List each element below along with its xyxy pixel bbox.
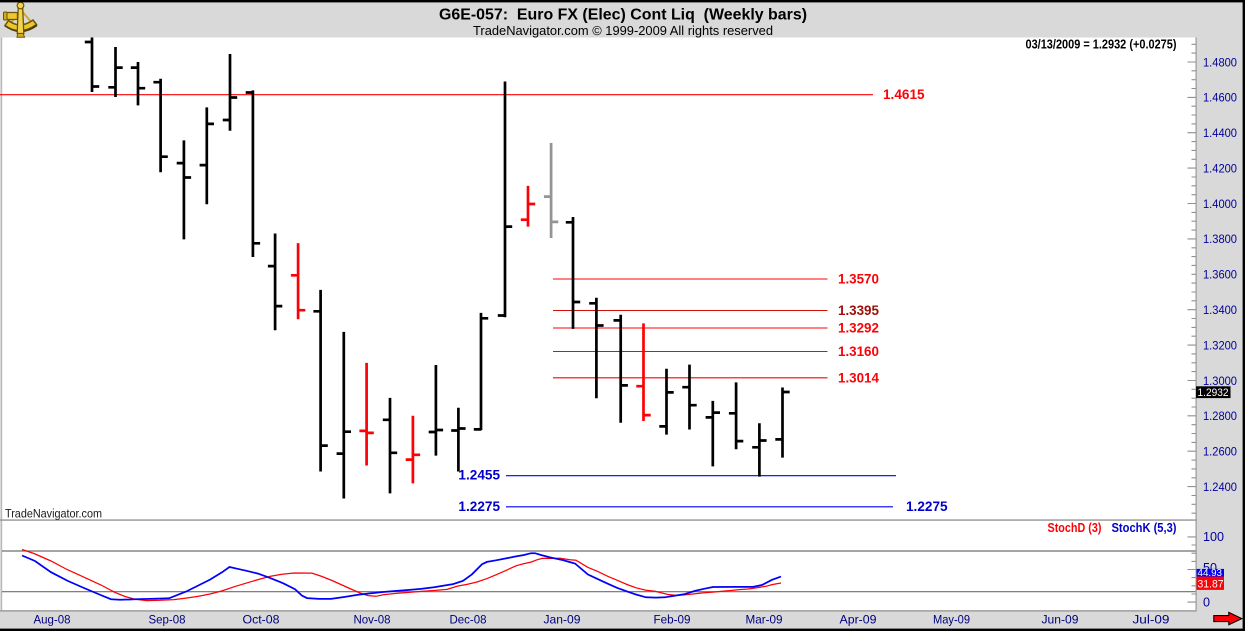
svg-text:1.4400: 1.4400 <box>1203 126 1237 140</box>
svg-text:100: 100 <box>1203 530 1224 544</box>
svg-text:Jun-09: Jun-09 <box>1042 612 1079 626</box>
svg-text:Jan-09: Jan-09 <box>544 612 581 626</box>
svg-text:G6E-057: Euro FX (Elec) Cont: G6E-057: Euro FX (Elec) Cont Liq (Weekly… <box>439 7 807 24</box>
svg-text:1.4800: 1.4800 <box>1203 55 1237 69</box>
svg-text:1.2600: 1.2600 <box>1203 445 1237 459</box>
svg-text:1.2275: 1.2275 <box>906 499 948 514</box>
svg-text:1.2400: 1.2400 <box>1203 480 1237 494</box>
svg-text:1.3292: 1.3292 <box>838 321 879 336</box>
svg-text:May-09: May-09 <box>933 612 970 626</box>
svg-text:Nov-08: Nov-08 <box>354 612 391 626</box>
svg-text:31.87: 31.87 <box>1198 578 1224 590</box>
svg-text:1.2932: 1.2932 <box>1198 387 1229 399</box>
svg-text:1.2800: 1.2800 <box>1203 409 1237 423</box>
svg-text:1.3800: 1.3800 <box>1203 232 1237 246</box>
svg-text:StochK (5,3): StochK (5,3) <box>1112 520 1177 535</box>
svg-text:1.4615: 1.4615 <box>883 87 925 102</box>
svg-text:1.3200: 1.3200 <box>1203 338 1237 352</box>
svg-text:1.4200: 1.4200 <box>1203 161 1237 175</box>
svg-text:1.2455: 1.2455 <box>458 467 500 482</box>
svg-text:44.93: 44.93 <box>1198 568 1223 579</box>
svg-text:Feb-09: Feb-09 <box>654 612 691 626</box>
svg-text:TradeNavigator.com © 1999-2009: TradeNavigator.com © 1999-2009 All right… <box>473 23 773 38</box>
svg-text:03/13/2009 = 1.2932 (+0.0275): 03/13/2009 = 1.2932 (+0.0275) <box>1026 37 1177 52</box>
svg-text:Dec-08: Dec-08 <box>450 612 487 626</box>
svg-text:Sep-08: Sep-08 <box>149 612 186 626</box>
svg-text:1.3570: 1.3570 <box>838 272 879 287</box>
svg-text:Apr-09: Apr-09 <box>840 612 877 626</box>
svg-text:1.3000: 1.3000 <box>1203 374 1237 388</box>
svg-text:1.3160: 1.3160 <box>838 344 879 359</box>
svg-text:1.3014: 1.3014 <box>838 370 880 385</box>
svg-text:1.2275: 1.2275 <box>458 499 500 514</box>
svg-text:1.4600: 1.4600 <box>1203 91 1237 105</box>
svg-text:StochD (3): StochD (3) <box>1048 520 1102 535</box>
svg-text:Aug-08: Aug-08 <box>34 612 71 626</box>
svg-text:1.4000: 1.4000 <box>1203 197 1237 211</box>
svg-text:1.3400: 1.3400 <box>1203 303 1237 317</box>
svg-text:0: 0 <box>1203 595 1210 609</box>
svg-text:1.3600: 1.3600 <box>1203 268 1237 282</box>
svg-text:Jul-09: Jul-09 <box>1133 612 1170 626</box>
svg-text:TradeNavigator.com: TradeNavigator.com <box>5 506 102 520</box>
svg-text:Mar-09: Mar-09 <box>746 612 783 626</box>
svg-text:1.3395: 1.3395 <box>838 303 880 318</box>
svg-text:Oct-08: Oct-08 <box>243 612 280 626</box>
